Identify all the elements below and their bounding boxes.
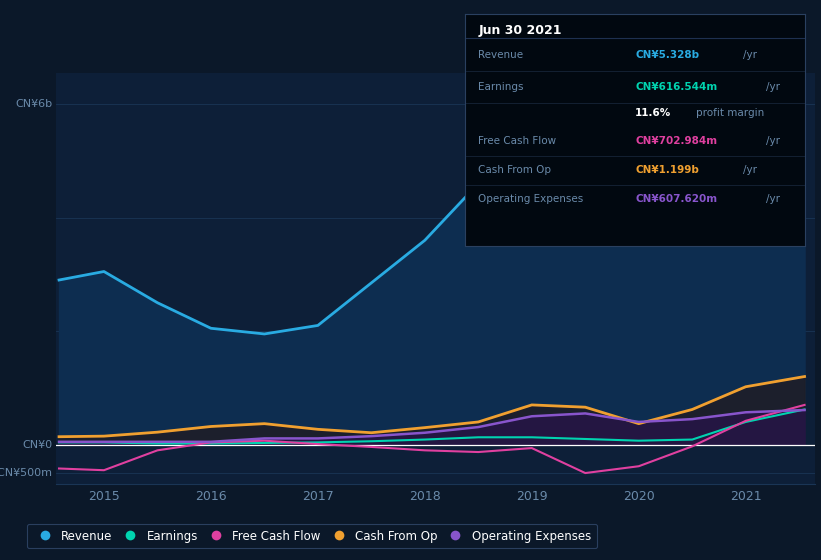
Text: /yr: /yr xyxy=(766,194,780,204)
Legend: Revenue, Earnings, Free Cash Flow, Cash From Op, Operating Expenses: Revenue, Earnings, Free Cash Flow, Cash … xyxy=(27,524,597,548)
Text: CN¥0: CN¥0 xyxy=(22,440,52,450)
Text: Jun 30 2021: Jun 30 2021 xyxy=(479,25,562,38)
Text: CN¥702.984m: CN¥702.984m xyxy=(635,136,718,146)
Text: Revenue: Revenue xyxy=(479,50,524,60)
Text: Earnings: Earnings xyxy=(479,82,524,92)
Text: /yr: /yr xyxy=(743,50,757,60)
Text: /yr: /yr xyxy=(766,136,780,146)
Text: Operating Expenses: Operating Expenses xyxy=(479,194,584,204)
Text: CN¥1.199b: CN¥1.199b xyxy=(635,165,699,175)
Text: /yr: /yr xyxy=(766,82,780,92)
Text: CN¥616.544m: CN¥616.544m xyxy=(635,82,718,92)
Text: /yr: /yr xyxy=(743,165,757,175)
Text: CN¥5.328b: CN¥5.328b xyxy=(635,50,699,60)
Text: CN¥607.620m: CN¥607.620m xyxy=(635,194,718,204)
Text: profit margin: profit margin xyxy=(695,108,764,118)
Text: 11.6%: 11.6% xyxy=(635,108,672,118)
Text: CN¥6b: CN¥6b xyxy=(15,99,52,109)
Text: Cash From Op: Cash From Op xyxy=(479,165,552,175)
Text: Free Cash Flow: Free Cash Flow xyxy=(479,136,557,146)
Text: -CN¥500m: -CN¥500m xyxy=(0,468,52,478)
